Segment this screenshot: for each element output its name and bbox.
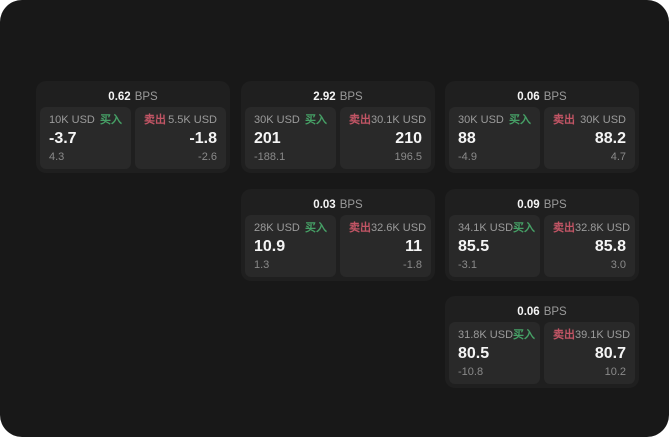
sell-sub-value: -2.6 <box>198 151 217 163</box>
bps-suffix: BPS <box>339 199 363 211</box>
quote-panels: 31.8K USD 买入 80.5 -10.8 卖出 39.1K USD 80.… <box>449 322 635 384</box>
buy-price: 201 <box>254 130 281 147</box>
sell-amount: 32.6K USD <box>371 222 427 234</box>
sell-amount: 39.1K USD <box>575 329 631 341</box>
buy-panel[interactable]: 28K USD 买入 10.9 1.3 <box>245 215 336 277</box>
buy-panel[interactable]: 30K USD 买入 201 -188.1 <box>245 107 336 169</box>
sell-price: 88.2 <box>594 130 626 147</box>
quote-panels: 30K USD 买入 201 -188.1 卖出 30.1K USD 210 1… <box>245 107 431 169</box>
bps-header: 2.92 BPS <box>245 85 431 107</box>
buy-amount: 31.8K USD <box>458 329 514 341</box>
bps-header: 0.06 BPS <box>449 300 635 322</box>
buy-price: 80.5 <box>458 345 490 362</box>
bps-suffix: BPS <box>543 91 567 103</box>
quote-card: 0.03 BPS 28K USD 买入 10.9 1.3 卖出 32.6K USD… <box>241 189 435 281</box>
sell-panel[interactable]: 卖出 32.8K USD 85.8 3.0 <box>544 215 635 277</box>
buy-badge[interactable]: 买入 <box>100 114 122 126</box>
quote-panels: 10K USD 买入 -3.7 4.3 卖出 5.5K USD -1.8 -2.… <box>40 107 226 169</box>
quote-panels: 28K USD 买入 10.9 1.3 卖出 32.6K USD 11 -1.8 <box>245 215 431 277</box>
buy-sub-value: -188.1 <box>254 151 286 163</box>
bps-value: 0.06 <box>517 91 540 103</box>
quote-card: 0.06 BPS 30K USD 买入 88 -4.9 卖出 30K USD 88… <box>445 81 639 173</box>
buy-badge[interactable]: 买入 <box>305 222 327 234</box>
buy-amount: 34.1K USD <box>458 222 514 234</box>
sell-price: -1.8 <box>189 130 217 147</box>
bps-suffix: BPS <box>339 91 363 103</box>
sell-amount: 5.5K USD <box>168 114 217 126</box>
bps-suffix: BPS <box>543 306 567 318</box>
quote-panels: 34.1K USD 买入 85.5 -3.1 卖出 32.8K USD 85.8… <box>449 215 635 277</box>
buy-sub-value: 1.3 <box>254 259 270 271</box>
buy-sub-value: -4.9 <box>458 151 477 163</box>
buy-badge[interactable]: 买入 <box>509 114 531 126</box>
bps-header: 0.03 BPS <box>245 193 431 215</box>
bps-suffix: BPS <box>134 91 158 103</box>
sell-badge[interactable]: 卖出 <box>349 222 371 234</box>
sell-panel[interactable]: 卖出 30.1K USD 210 196.5 <box>340 107 431 169</box>
sell-sub-value: 3.0 <box>610 259 626 271</box>
buy-amount: 30K USD <box>458 114 504 126</box>
bps-value: 0.09 <box>517 199 540 211</box>
sell-sub-value: 4.7 <box>610 151 626 163</box>
sell-panel[interactable]: 卖出 32.6K USD 11 -1.8 <box>340 215 431 277</box>
buy-sub-value: -10.8 <box>458 366 484 378</box>
buy-price: 10.9 <box>254 238 286 255</box>
sell-badge[interactable]: 卖出 <box>349 114 371 126</box>
sell-price: 11 <box>405 238 422 255</box>
sell-badge[interactable]: 卖出 <box>553 329 575 341</box>
sell-price: 210 <box>395 130 422 147</box>
sell-price: 80.7 <box>594 345 626 362</box>
sell-panel[interactable]: 卖出 30K USD 88.2 4.7 <box>544 107 635 169</box>
buy-price: -3.7 <box>49 130 77 147</box>
quote-card: 0.06 BPS 31.8K USD 买入 80.5 -10.8 卖出 39.1K… <box>445 296 639 388</box>
buy-amount: 30K USD <box>254 114 300 126</box>
buy-badge[interactable]: 买入 <box>513 222 536 234</box>
sell-badge[interactable]: 卖出 <box>553 222 575 234</box>
buy-amount: 28K USD <box>254 222 300 234</box>
buy-panel[interactable]: 10K USD 买入 -3.7 4.3 <box>40 107 131 169</box>
sell-panel[interactable]: 卖出 39.1K USD 80.7 10.2 <box>544 322 635 384</box>
sell-sub-value: 10.2 <box>604 366 626 378</box>
sell-amount: 32.8K USD <box>575 222 631 234</box>
buy-sub-value: 4.3 <box>49 151 65 163</box>
bps-value: 0.03 <box>313 199 336 211</box>
sell-sub-value: 196.5 <box>394 151 422 163</box>
bps-value: 2.92 <box>313 91 336 103</box>
bps-header: 0.62 BPS <box>40 85 226 107</box>
buy-price: 85.5 <box>458 238 490 255</box>
sell-amount: 30.1K USD <box>371 114 427 126</box>
quote-panels: 30K USD 买入 88 -4.9 卖出 30K USD 88.2 4.7 <box>449 107 635 169</box>
sell-badge[interactable]: 卖出 <box>144 114 166 126</box>
bps-header: 0.09 BPS <box>449 193 635 215</box>
buy-panel[interactable]: 30K USD 买入 88 -4.9 <box>449 107 540 169</box>
sell-badge[interactable]: 卖出 <box>553 114 575 126</box>
bps-value: 0.06 <box>517 306 540 318</box>
buy-price: 88 <box>458 130 476 147</box>
bps-value: 0.62 <box>108 91 131 103</box>
sell-price: 85.8 <box>594 238 626 255</box>
quote-card: 0.09 BPS 34.1K USD 买入 85.5 -3.1 卖出 32.8K … <box>445 189 639 281</box>
buy-panel[interactable]: 31.8K USD 买入 80.5 -10.8 <box>449 322 540 384</box>
bps-header: 0.06 BPS <box>449 85 635 107</box>
sell-panel[interactable]: 卖出 5.5K USD -1.8 -2.6 <box>135 107 226 169</box>
buy-badge[interactable]: 买入 <box>513 329 536 341</box>
buy-panel[interactable]: 34.1K USD 买入 85.5 -3.1 <box>449 215 540 277</box>
sell-amount: 30K USD <box>580 114 626 126</box>
buy-amount: 10K USD <box>49 114 95 126</box>
quote-card: 0.62 BPS 10K USD 买入 -3.7 4.3 卖出 5.5K USD … <box>36 81 230 173</box>
buy-sub-value: -3.1 <box>458 259 477 271</box>
buy-badge[interactable]: 买入 <box>305 114 327 126</box>
sell-sub-value: -1.8 <box>403 259 422 271</box>
bps-suffix: BPS <box>543 199 567 211</box>
quote-card: 2.92 BPS 30K USD 买入 201 -188.1 卖出 30.1K U… <box>241 81 435 173</box>
